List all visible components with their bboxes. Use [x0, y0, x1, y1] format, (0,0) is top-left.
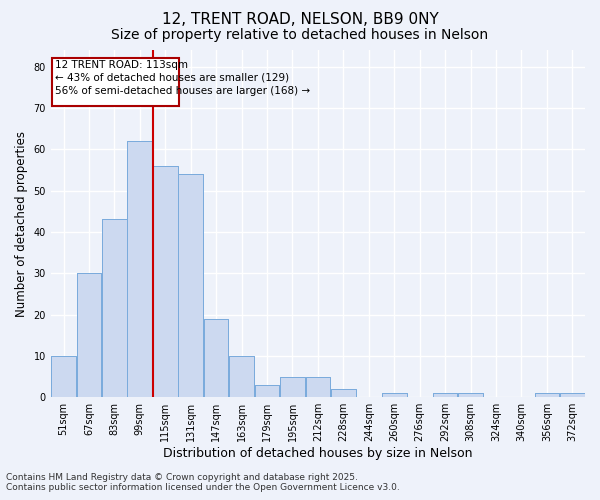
- Bar: [560, 393, 584, 397]
- Bar: [433, 393, 457, 397]
- Bar: [178, 174, 203, 397]
- Bar: [458, 393, 483, 397]
- Bar: [178, 174, 203, 397]
- Text: Size of property relative to detached houses in Nelson: Size of property relative to detached ho…: [112, 28, 488, 42]
- Bar: [331, 389, 356, 397]
- Bar: [51, 356, 76, 397]
- X-axis label: Distribution of detached houses by size in Nelson: Distribution of detached houses by size …: [163, 447, 473, 460]
- Bar: [77, 273, 101, 397]
- Bar: [305, 376, 330, 397]
- Bar: [127, 141, 152, 397]
- Bar: [382, 393, 407, 397]
- Bar: [433, 393, 457, 397]
- Text: 12, TRENT ROAD, NELSON, BB9 0NY: 12, TRENT ROAD, NELSON, BB9 0NY: [161, 12, 439, 28]
- Bar: [382, 393, 407, 397]
- Bar: [331, 389, 356, 397]
- Bar: [77, 273, 101, 397]
- Bar: [153, 166, 178, 397]
- FancyBboxPatch shape: [52, 58, 179, 106]
- Bar: [535, 393, 559, 397]
- Bar: [254, 385, 280, 397]
- Bar: [280, 376, 305, 397]
- Bar: [229, 356, 254, 397]
- Text: 12 TRENT ROAD: 113sqm
← 43% of detached houses are smaller (129)
56% of semi-det: 12 TRENT ROAD: 113sqm ← 43% of detached …: [55, 60, 310, 96]
- Bar: [280, 376, 305, 397]
- Bar: [204, 318, 229, 397]
- Bar: [102, 220, 127, 397]
- Bar: [254, 385, 280, 397]
- Bar: [153, 166, 178, 397]
- Bar: [51, 356, 76, 397]
- Bar: [535, 393, 559, 397]
- Bar: [229, 356, 254, 397]
- Bar: [560, 393, 584, 397]
- Bar: [102, 220, 127, 397]
- Bar: [204, 318, 229, 397]
- Bar: [458, 393, 483, 397]
- Y-axis label: Number of detached properties: Number of detached properties: [15, 130, 28, 316]
- Bar: [305, 376, 330, 397]
- Bar: [127, 141, 152, 397]
- Text: Contains HM Land Registry data © Crown copyright and database right 2025.
Contai: Contains HM Land Registry data © Crown c…: [6, 473, 400, 492]
